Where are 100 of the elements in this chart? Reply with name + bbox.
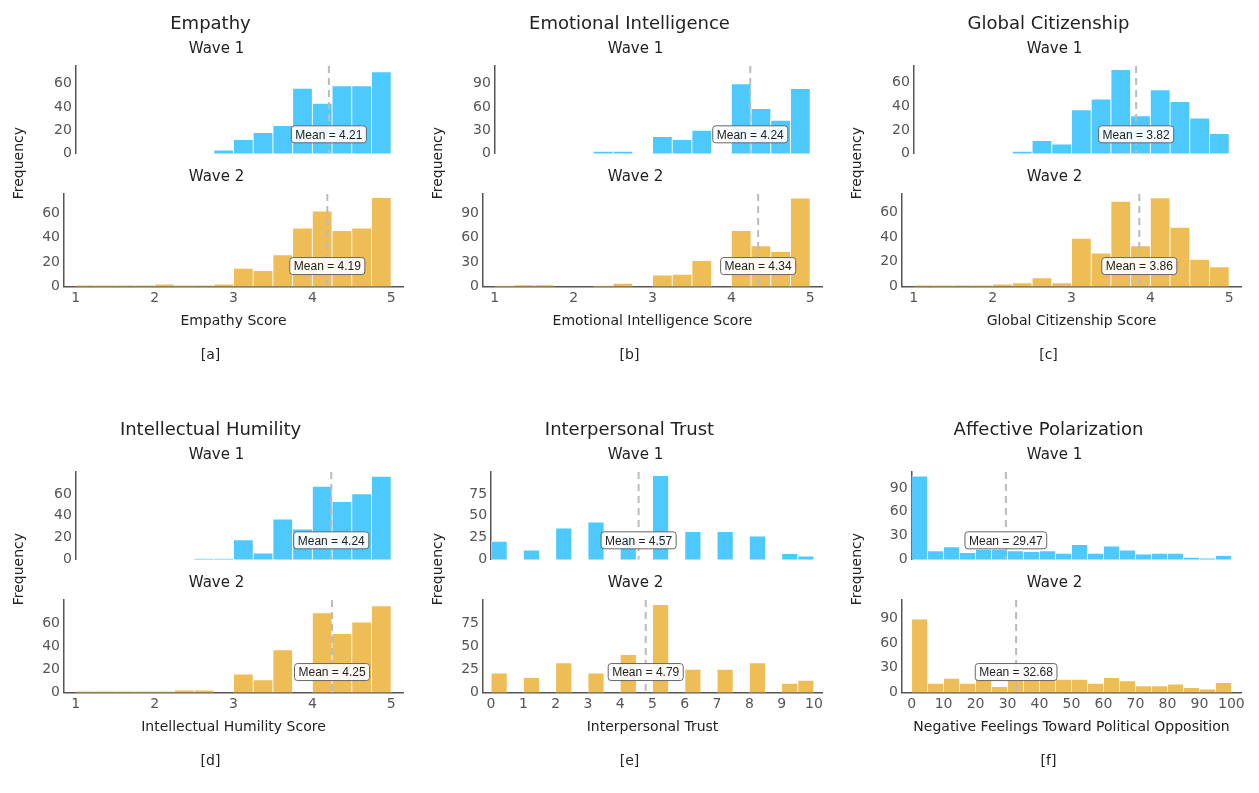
chart-subtitle: Wave 1 (188, 38, 245, 57)
x-tick-label: 50 (1062, 695, 1081, 712)
ref-line-label: Mean = 3.86 (1105, 259, 1174, 274)
y-tick-label: 20 (892, 120, 910, 137)
x-tick-label: 60 (1094, 695, 1113, 712)
ref-line-label: Mean = 32.68 (979, 665, 1054, 680)
y-tick-label: 50 (469, 506, 488, 523)
x-tick-label: 90 (1190, 695, 1209, 712)
y-tick-label: 0 (51, 683, 60, 700)
y-tick-label: 0 (470, 277, 479, 294)
x-tick-label: 70 (1126, 695, 1145, 712)
x-tick-label: 40 (1030, 695, 1049, 712)
ref-line-label: Mean = 4.25 (298, 665, 366, 680)
y-tick-label: 60 (473, 97, 491, 114)
ref-line-label: Mean = 29.47 (968, 533, 1044, 548)
x-tick-label: 6 (680, 695, 690, 712)
y-tick-label: 25 (461, 659, 479, 676)
x-axis-title: Interpersonal Trust (586, 718, 719, 735)
chart-subtitle: Wave 1 (188, 444, 245, 463)
y-axis-title: Frequency (429, 126, 445, 200)
chart-title: Wave 2 (188, 572, 245, 591)
chart-title: Wave 2 (188, 166, 245, 185)
chart-title: Wave 2 (607, 572, 664, 591)
text: [f] (1039, 752, 1058, 768)
x-tick-label: 9 (777, 695, 787, 712)
y-tick-label: 0 (900, 144, 910, 161)
y-tick-label: 90 (473, 74, 491, 91)
x-tick-label: 80 (1158, 695, 1177, 712)
x-tick-label: 30 (998, 695, 1017, 712)
x-axis-title: Emotional Intelligence Score (552, 312, 753, 329)
x-tick-label: 1 (71, 289, 81, 306)
x-tick-label: 5 (648, 695, 657, 712)
y-tick-label: 50 (461, 636, 479, 653)
chart-title: Interpersonal Trust (543, 417, 716, 441)
chart-subtitle: Wave 1 (1026, 444, 1083, 463)
y-tick-label: 0 (478, 550, 488, 567)
y-tick-label: 40 (892, 96, 910, 113)
chart-title: Intellectual Humility (118, 417, 303, 441)
y-tick-label: 0 (898, 550, 908, 567)
y-tick-label: 0 (481, 144, 491, 161)
text: [a] (199, 346, 222, 362)
x-axis-title: Intellectual Humility Score (141, 718, 326, 735)
chart-title: Affective Polarization (952, 417, 1145, 441)
y-tick-label: 60 (892, 73, 910, 90)
y-tick-label: 30 (473, 120, 491, 137)
y-tick-label: 40 (880, 227, 898, 244)
x-tick-label: 10 (934, 695, 953, 712)
x-tick-label: 7 (712, 695, 722, 712)
x-tick-label: 4 (726, 289, 736, 306)
x-tick-label: 1 (71, 695, 81, 712)
y-tick-label: 20 (54, 120, 72, 137)
y-tick-label: 75 (469, 484, 488, 501)
chart-subtitle: Wave 1 (607, 444, 664, 463)
x-tick-label: 8 (744, 695, 754, 712)
ref-line-label: Mean = 4.24 (716, 127, 785, 142)
text: [c] (1038, 346, 1059, 362)
x-tick-label: 4 (1145, 289, 1155, 306)
x-tick-label: 2 (150, 289, 160, 306)
y-tick-label: 60 (42, 613, 60, 630)
y-axis-title: Frequency (848, 126, 864, 200)
y-tick-label: 20 (880, 252, 898, 269)
ref-line-label: Mean = 4.57 (605, 533, 673, 548)
text: [d] (199, 752, 222, 768)
chart-title: Wave 2 (1026, 572, 1083, 591)
x-tick-label: 2 (150, 695, 160, 712)
chart-subtitle: Wave 1 (1026, 38, 1083, 57)
y-axis-title: Frequency (848, 532, 864, 606)
x-tick-label: 3 (1067, 289, 1076, 306)
y-tick-label: 60 (889, 502, 908, 519)
y-tick-label: 40 (42, 636, 60, 653)
chart-title: Wave 2 (1026, 166, 1083, 185)
y-tick-label: 60 (880, 203, 898, 220)
x-axis-title: Global Citizenship Score (986, 312, 1157, 329)
x-tick-label: 4 (307, 289, 317, 306)
y-axis-title: Frequency (10, 532, 26, 606)
x-tick-label: 2 (551, 695, 561, 712)
x-tick-label: 4 (615, 695, 625, 712)
x-tick-label: 1 (490, 289, 500, 306)
x-tick-label: 3 (229, 289, 238, 306)
chart-title: Wave 2 (607, 166, 664, 185)
ref-line-label: Mean = 4.19 (293, 259, 362, 274)
y-tick-label: 20 (42, 659, 60, 676)
y-tick-label: 90 (880, 608, 898, 625)
y-tick-label: 40 (54, 97, 72, 114)
ref-line-label: Mean = 4.34 (724, 259, 792, 274)
text: [e] (618, 752, 641, 768)
x-tick-label: 2 (569, 289, 579, 306)
y-tick-label: 60 (54, 484, 72, 501)
x-tick-label: 10 (805, 695, 823, 712)
y-tick-label: 40 (42, 228, 60, 245)
y-axis-title: Frequency (10, 126, 26, 200)
x-tick-label: 1 (518, 695, 528, 712)
y-tick-label: 90 (461, 204, 479, 221)
x-tick-label: 3 (583, 695, 593, 712)
ref-line-label: Mean = 4.24 (297, 533, 366, 548)
chart-subtitle: Wave 1 (607, 38, 664, 57)
y-tick-label: 20 (54, 528, 72, 545)
x-tick-label: 3 (648, 289, 657, 306)
x-tick-label: 3 (229, 695, 238, 712)
y-tick-label: 60 (880, 633, 898, 650)
